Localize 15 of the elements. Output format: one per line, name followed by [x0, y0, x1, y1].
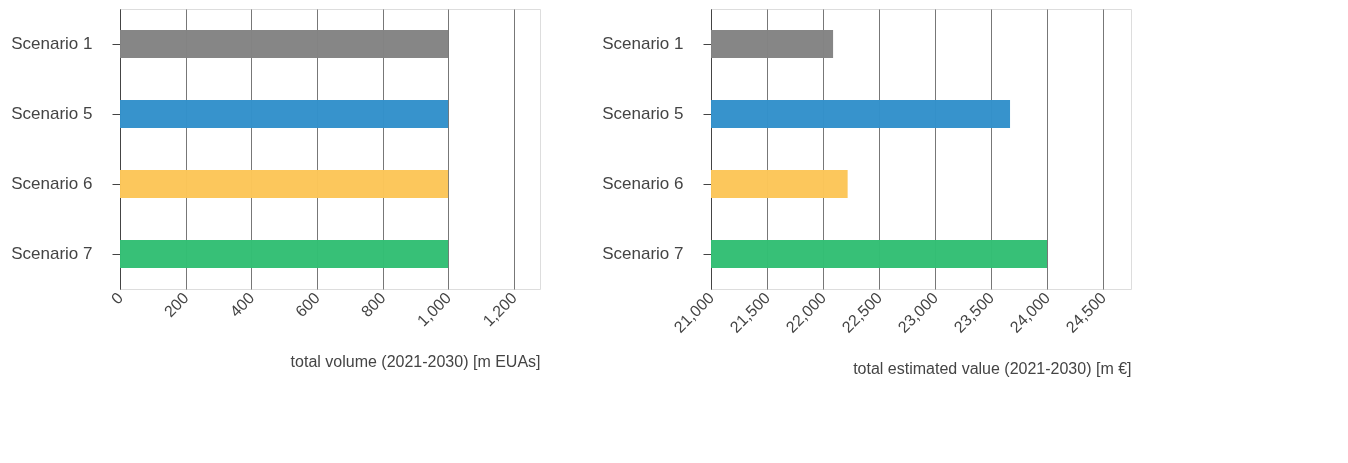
x-axis-title: total estimated value (2021-2030) [m €]	[853, 359, 1132, 377]
y-tick-label: Scenario 7	[11, 244, 93, 263]
y-tick-label: Scenario 1	[602, 34, 684, 53]
x-tick-label: 600	[292, 289, 324, 321]
y-tick-label: Scenario 7	[602, 244, 684, 263]
x-tick-label: 400	[226, 289, 258, 321]
y-tick-label: Scenario 6	[11, 174, 93, 193]
y-tick-label: Scenario 5	[602, 104, 684, 123]
x-tick-label: 200	[160, 289, 192, 321]
x-axis-title: total volume (2021-2030) [m EUAs]	[290, 353, 541, 371]
x-tick-label: 0	[107, 289, 127, 308]
x-tick-label: 800	[357, 289, 389, 321]
y-tick-label: Scenario 5	[11, 104, 93, 123]
y-tick-label: Scenario 1	[11, 34, 93, 53]
y-tick-label: Scenario 6	[602, 174, 684, 193]
